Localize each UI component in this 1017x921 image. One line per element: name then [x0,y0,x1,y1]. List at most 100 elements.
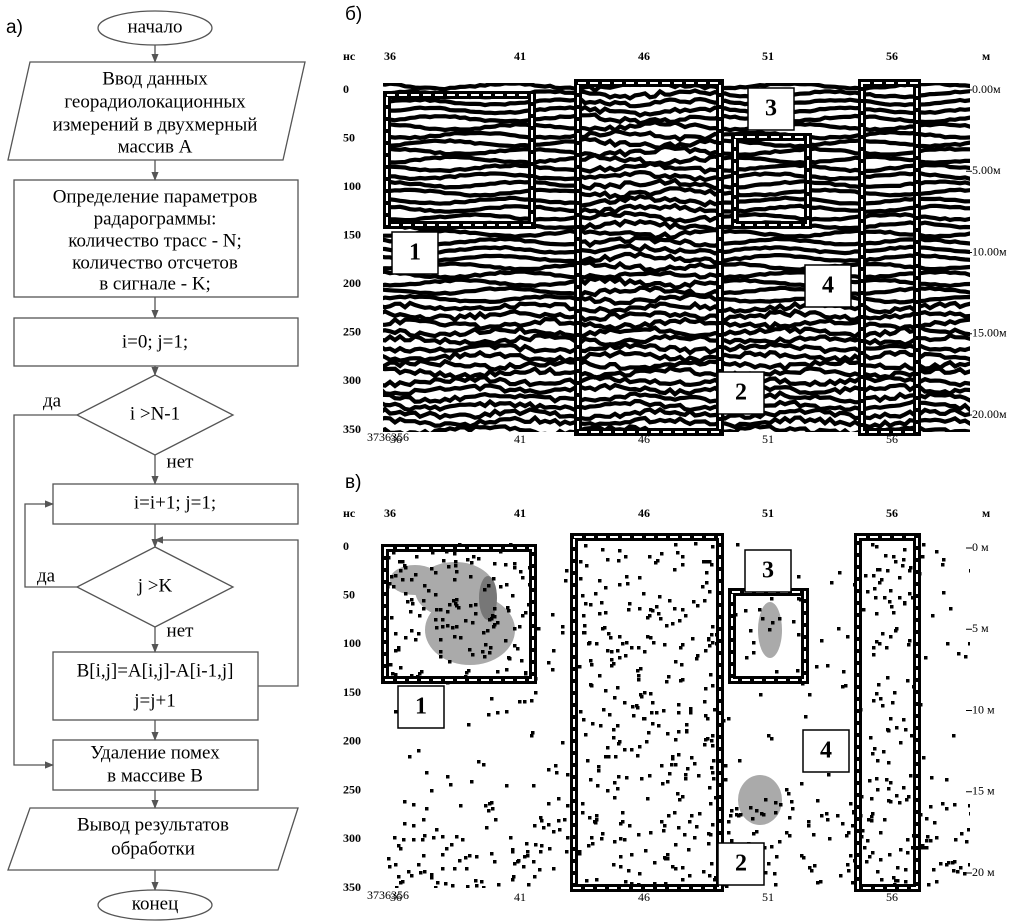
signal-point [924,656,928,660]
signal-point [768,628,772,632]
signal-point [681,563,685,567]
signal-point [880,878,884,882]
signal-point [506,606,510,610]
signal-point [658,595,662,599]
signal-point [504,639,508,643]
signal-point [613,781,617,785]
x-tick-label: 41 [514,432,526,446]
signal-point [646,635,650,639]
signal-point [945,778,949,782]
signal-point [591,842,595,846]
signal-point [534,843,538,847]
signal-point [697,774,701,778]
signal-point [755,830,759,834]
signal-point [879,858,883,862]
signal-point [790,800,794,804]
axis-unit: м [982,49,990,63]
signal-point [417,749,421,753]
signal-point [778,617,782,621]
signal-point [812,833,816,837]
signal-point [616,686,620,690]
signal-point [453,867,457,871]
signal-point [642,592,646,596]
signal-point [446,624,450,628]
signal-point [399,881,403,885]
signal-point [791,807,795,811]
signal-point [711,545,715,549]
signal-point [467,723,471,727]
signal-point [967,828,971,832]
signal-point [841,822,845,826]
signal-point [676,551,680,555]
signal-point [724,764,728,768]
signal-point [785,788,789,792]
signal-point [540,819,544,823]
signal-point [542,826,546,830]
signal-point [703,743,707,747]
signal-point [391,672,395,676]
signal-point [393,836,397,840]
signal-point [427,589,431,593]
signal-point [968,863,972,867]
signal-point [892,611,896,615]
node-text: радарограммы: [94,208,217,229]
signal-point [879,697,883,701]
y-tick-label: 350 [343,422,361,436]
signal-point [563,818,567,822]
signal-point [493,562,497,566]
signal-point [606,649,610,653]
signal-point [612,736,616,740]
node-text: измерений в двухмерный [53,114,258,135]
signal-point [880,578,884,582]
signal-point [518,700,522,704]
signal-point [505,583,509,587]
signal-point [582,614,586,618]
signal-point [516,860,520,864]
signal-point [548,847,552,851]
signal-point [565,850,569,854]
node-text: Удаление помех [90,742,220,763]
node-text: количество отсчетов [72,252,238,273]
signal-point [686,767,690,771]
signal-point [608,713,612,717]
signal-point [947,861,951,865]
signal-point [871,752,875,756]
signal-point [892,555,896,559]
signal-point [513,862,517,866]
zone-label: 4 [820,738,832,764]
node-text: в массиве В [107,765,203,786]
signal-point [449,783,453,787]
signal-point [792,620,796,624]
signal-point [610,658,614,662]
signal-point [521,614,525,618]
signal-point [882,750,886,754]
signal-point [846,635,850,639]
signal-point [513,562,517,566]
signal-point [423,870,427,874]
edge-label: да [37,565,56,586]
signal-point [677,730,681,734]
signal-point [600,601,604,605]
signal-point [551,613,555,617]
signal-point [681,866,685,870]
signal-point [410,578,414,582]
signal-point [489,646,493,650]
signal-point [705,581,709,585]
signal-point [933,821,937,825]
signal-point [963,872,967,876]
x-tick-label: 56 [886,506,898,520]
signal-point [711,823,715,827]
signal-point [931,614,935,618]
signal-point [496,711,500,715]
signal-point [908,639,912,643]
signal-point [595,814,599,818]
signal-point [637,674,641,678]
x-tick-label: 51 [762,890,774,904]
signal-point [845,834,849,838]
signal-point [887,787,891,791]
depth-label: 20 м [972,865,995,879]
signal-point [884,554,888,558]
signal-point [676,792,680,796]
node-text: георадиолокационных [64,91,246,112]
signal-point [547,802,551,806]
